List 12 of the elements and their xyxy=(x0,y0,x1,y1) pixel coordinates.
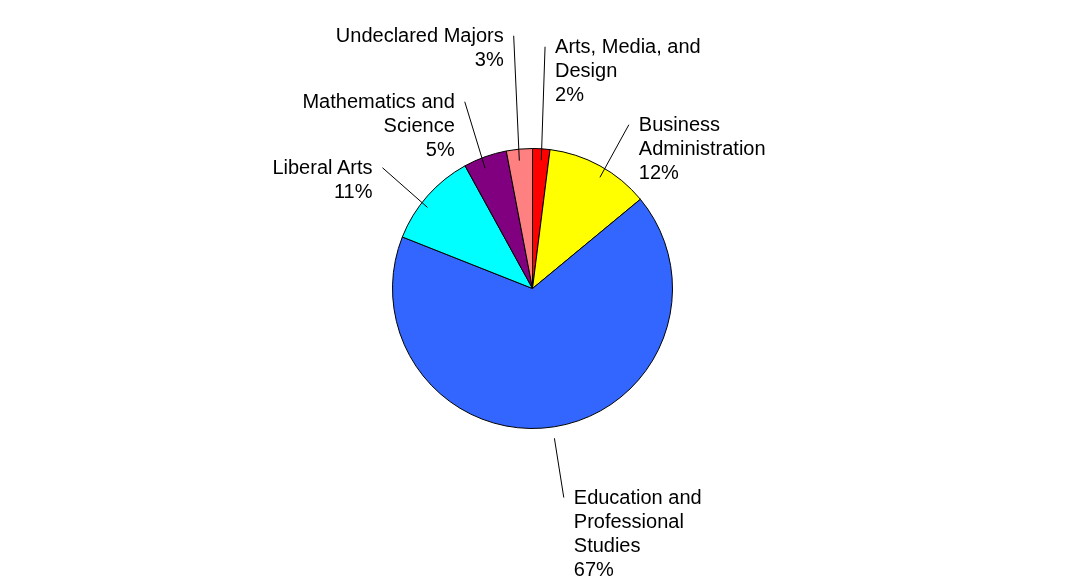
slice-label: Mathematics and Science xyxy=(302,89,455,136)
slice-label: Undeclared Majors xyxy=(335,23,504,46)
slice-label: Education and Professional Studies xyxy=(573,485,702,556)
data-label: 3% xyxy=(474,47,504,70)
data-label: 11% xyxy=(333,179,373,202)
data-label: 12% xyxy=(638,160,680,183)
data-label: 67% xyxy=(573,557,615,577)
slice-label: Business Administration xyxy=(638,112,766,159)
data-label: 5% xyxy=(425,137,455,160)
slice-label: Arts, Media, and Design xyxy=(555,34,701,81)
data-label: 2% xyxy=(555,82,585,105)
slice-label: Liberal Arts xyxy=(272,155,373,178)
